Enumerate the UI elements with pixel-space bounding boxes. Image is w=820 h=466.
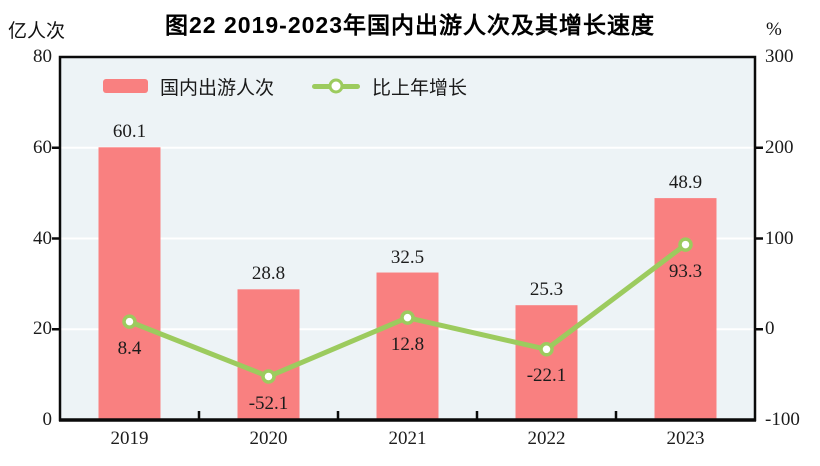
right-tick-label: 100	[765, 227, 794, 249]
right-tick-label: 200	[765, 136, 794, 158]
line-marker-2019	[122, 314, 137, 329]
bar-value-label: 60.1	[112, 121, 147, 143]
bar-value-label: 48.9	[668, 172, 703, 194]
right-tick-label: -100	[765, 409, 800, 430]
line-value-label: 93.3	[668, 260, 703, 282]
left-tick-label: 60	[33, 136, 52, 158]
x-axis-label: 2021	[388, 428, 427, 449]
bar-2020	[237, 289, 300, 420]
line-marker-2021	[400, 310, 415, 325]
legend-line-marker-icon	[328, 78, 344, 94]
legend: 国内出游人次 比上年增长	[103, 74, 468, 99]
line-marker-2020	[261, 369, 276, 384]
bar-2023	[654, 198, 717, 420]
x-axis-label: 2019	[110, 428, 149, 449]
line-marker-2022	[539, 342, 554, 357]
left-axis-unit-label: 亿人次	[8, 21, 66, 42]
line-value-label: -52.1	[248, 392, 289, 414]
left-tick-label: 40	[33, 227, 52, 249]
bar-value-label: 28.8	[251, 263, 286, 285]
left-tick-label: 80	[33, 46, 52, 67]
right-tick-label: 300	[765, 46, 794, 67]
legend-line-label: 比上年增长	[372, 77, 468, 99]
x-axis-label: 2020	[249, 428, 288, 449]
chart-title: 图22 2019-2023年国内出游人次及其增长速度	[165, 12, 655, 38]
line-marker-2023	[678, 237, 693, 252]
line-value-label: 12.8	[390, 333, 425, 355]
legend-bar-label: 国内出游人次	[160, 77, 275, 99]
x-axis-label: 2023	[666, 428, 705, 449]
bar-value-label: 25.3	[529, 279, 564, 301]
x-axis-label: 2022	[527, 428, 566, 449]
left-tick-label: 20	[33, 318, 52, 340]
bar-2019	[98, 147, 161, 420]
right-tick-label: 0	[765, 318, 775, 340]
legend-line-swatch	[312, 78, 361, 94]
bar-2022	[515, 305, 578, 420]
left-tick-label: 0	[42, 409, 53, 430]
legend-bar-swatch	[103, 79, 148, 93]
line-value-label: 8.4	[117, 337, 142, 359]
right-axis-unit-label: %	[766, 19, 782, 40]
bar-value-label: 32.5	[390, 246, 425, 268]
line-value-label: -22.1	[526, 365, 567, 387]
bar-2021	[376, 272, 439, 420]
